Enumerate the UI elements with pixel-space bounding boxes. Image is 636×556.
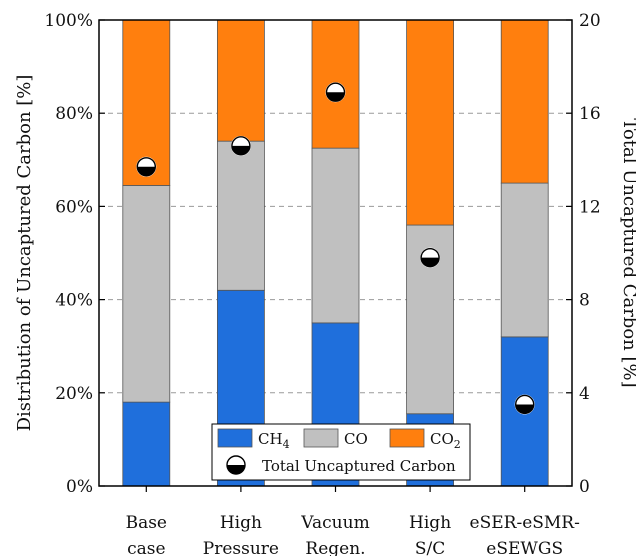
bar-segment-co-0	[122, 185, 171, 403]
marker-bottom-half	[227, 465, 245, 474]
bar-segment-co-1	[216, 140, 265, 291]
x-tick-label: Base case	[126, 513, 167, 556]
marker-outline	[325, 82, 346, 102]
right-tick-label: 20	[579, 11, 601, 31]
axis-ticks: 0% 20% 40% 60% 80% 100% 0 4 8 12 16 20 Base case High P…	[44, 11, 600, 556]
total-uncaptured-marker-1	[230, 135, 251, 156]
left-tick-label: 0%	[66, 477, 93, 497]
marker-top-half	[326, 83, 345, 93]
legend-label-total-uncaptured: Total Uncaptured Carbon	[262, 457, 456, 475]
right-tick-label: 12	[579, 197, 601, 217]
bar-segment-ch4-0	[122, 401, 171, 487]
bar-segment-co2-3	[406, 19, 455, 226]
bar-segment-co2-1	[216, 19, 265, 142]
right-tick-label: 4	[579, 384, 590, 404]
total-uncaptured-marker-4	[514, 394, 535, 415]
left-tick-label: 60%	[55, 197, 93, 217]
marker-outline	[231, 136, 251, 156]
bar-segment-co2-4	[500, 19, 549, 184]
marker-bottom-half	[515, 404, 534, 414]
marker-bottom-half	[231, 145, 250, 155]
total-uncaptured-marker-0	[136, 156, 157, 177]
x-tick-label: eSER-eSMR-eSEWGS	[470, 513, 580, 556]
left-tick-label: 100%	[44, 11, 93, 31]
legend-box	[211, 423, 471, 481]
bar-segment-co-2	[311, 147, 360, 324]
left-tick-label: 40%	[55, 291, 93, 311]
bar-segment-co-4	[500, 182, 549, 338]
marker-top-half	[421, 248, 440, 258]
right-tick-label: 0	[579, 477, 590, 497]
marker-outline	[420, 247, 440, 268]
x-tick-label: Vacuum Regen.	[300, 513, 369, 556]
marker-top-half	[227, 456, 245, 465]
right-axis-title: Total Uncaptured Carbon [%]	[619, 118, 636, 387]
right-tick-label: 16	[579, 104, 601, 124]
total-uncaptured-marker-2	[325, 82, 346, 103]
total-uncaptured-marker-3	[420, 247, 441, 268]
left-tick-label: 20%	[55, 384, 93, 404]
bars	[122, 19, 549, 487]
legend-label-co2: CO2	[430, 430, 461, 451]
legend-swatch-ch4	[217, 428, 253, 448]
marker-bottom-half	[421, 257, 440, 267]
marker-outline	[136, 157, 157, 177]
right-tick-label: 8	[579, 291, 590, 311]
legend-label-co: CO	[344, 430, 368, 448]
marker-bottom-half	[137, 166, 156, 176]
marker-top-half	[515, 395, 534, 405]
legend-swatch-co2	[389, 428, 425, 448]
legend-label-ch4: CH4	[258, 430, 290, 451]
left-axis-title: Distribution of Uncaptured Carbon [%]	[14, 75, 35, 432]
marker-top-half	[231, 136, 250, 146]
left-tick-label: 80%	[55, 104, 93, 124]
total-uncaptured-markers	[136, 82, 535, 415]
x-tick-label: High Pressure	[203, 513, 279, 556]
marker-outline	[226, 455, 246, 475]
legend-marker-total-uncaptured	[226, 455, 246, 475]
x-tick-label: High S/C	[409, 513, 451, 556]
legend: CH4 CO CO2 Total Uncaptured Carbon	[211, 423, 471, 481]
marker-outline	[515, 394, 535, 415]
marker-bottom-half	[326, 92, 345, 102]
legend-swatch-co	[303, 428, 339, 448]
marker-top-half	[137, 157, 156, 167]
